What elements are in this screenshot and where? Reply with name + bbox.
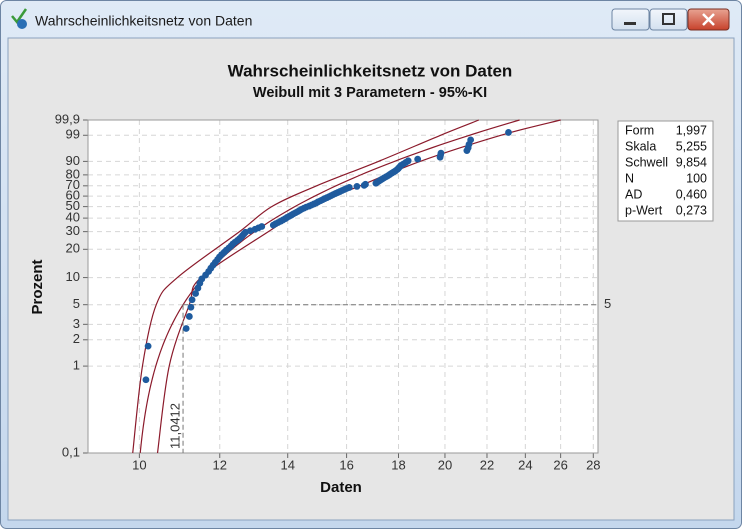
data-point [142, 376, 150, 384]
x-tick-label: 16 [339, 457, 353, 472]
data-point [182, 325, 190, 332]
plot-area [88, 120, 598, 453]
data-point [404, 157, 412, 165]
data-point [188, 296, 196, 304]
x-tick-label: 18 [391, 457, 405, 472]
y-axis-label: Prozent [29, 259, 46, 314]
data-point [437, 149, 445, 157]
y-tick-label: 10 [66, 269, 80, 284]
x-tick-label: 10 [132, 457, 146, 472]
x-tick-label: 28 [586, 457, 600, 472]
stat-label: AD [625, 187, 642, 201]
stat-value: 0,273 [676, 203, 707, 217]
x-tick-label: 14 [280, 457, 294, 472]
stat-value: 1,997 [676, 123, 707, 137]
y-tick-label: 20 [66, 241, 80, 256]
x-axis-label: Daten [320, 479, 362, 496]
y-tick-label: 99 [66, 127, 80, 142]
reference-label: 11,0412 [167, 403, 182, 449]
y-tick-label: 2 [73, 331, 80, 346]
y-tick-label: 1 [73, 358, 80, 373]
data-point [414, 155, 422, 163]
data-point [362, 180, 369, 188]
data-point [185, 313, 193, 320]
y-tick-label: 70 [66, 177, 80, 192]
x-tick-label: 22 [480, 457, 494, 472]
x-tick-label: 20 [438, 457, 452, 472]
chart-title: Wahrscheinlichkeitsnetz von Daten [228, 61, 513, 80]
stat-value: 100 [686, 171, 707, 185]
x-tick-label: 26 [553, 457, 567, 472]
stats-box [617, 120, 714, 222]
data-point [187, 303, 195, 311]
y-tick-label: 5 [73, 296, 80, 311]
data-point [192, 290, 199, 297]
close-button[interactable] [687, 8, 730, 31]
stat-label: N [625, 171, 634, 185]
y-tick-label: 3 [73, 316, 80, 331]
chart: Wahrscheinlichkeitsnetz von Daten Weibul… [29, 61, 714, 496]
stat-value: 0,460 [676, 187, 707, 201]
app-icon [11, 8, 28, 29]
y-tick-label: 0,1 [62, 444, 80, 459]
plot-border [87, 119, 599, 454]
stat-label: p-Wert [625, 203, 663, 217]
stat-label: Schwell [625, 155, 668, 169]
x-tick-label: 24 [518, 457, 532, 472]
data-point [353, 183, 361, 190]
stat-label: Form [625, 123, 654, 137]
stat-label: Skala [625, 139, 656, 153]
data-point [467, 136, 475, 144]
data-point [258, 223, 266, 230]
y-tick-label: 80 [66, 166, 80, 181]
y-tick-label: 40 [66, 210, 80, 225]
chart-subtitle: Weibull mit 3 Parametern - 95%-KI [253, 85, 487, 101]
data-point [345, 184, 353, 191]
data-point [144, 342, 152, 350]
data-point [505, 129, 512, 136]
window-title: Wahrscheinlichkeitsnetz von Daten [35, 13, 252, 29]
y-tick-label: 99,9 [55, 111, 80, 126]
x-tick-label: 12 [213, 457, 227, 472]
y-tick-label: 30 [66, 223, 80, 238]
maximize-button[interactable] [649, 8, 688, 31]
minimize-button[interactable] [611, 8, 650, 31]
stat-value: 5,255 [676, 139, 707, 153]
reference-label: 5 [604, 296, 611, 311]
y-tick-label: 50 [66, 198, 80, 213]
confidence-band [132, 119, 480, 454]
stat-value: 9,854 [676, 155, 707, 169]
y-tick-label: 90 [66, 153, 80, 168]
y-tick-label: 60 [66, 188, 80, 203]
